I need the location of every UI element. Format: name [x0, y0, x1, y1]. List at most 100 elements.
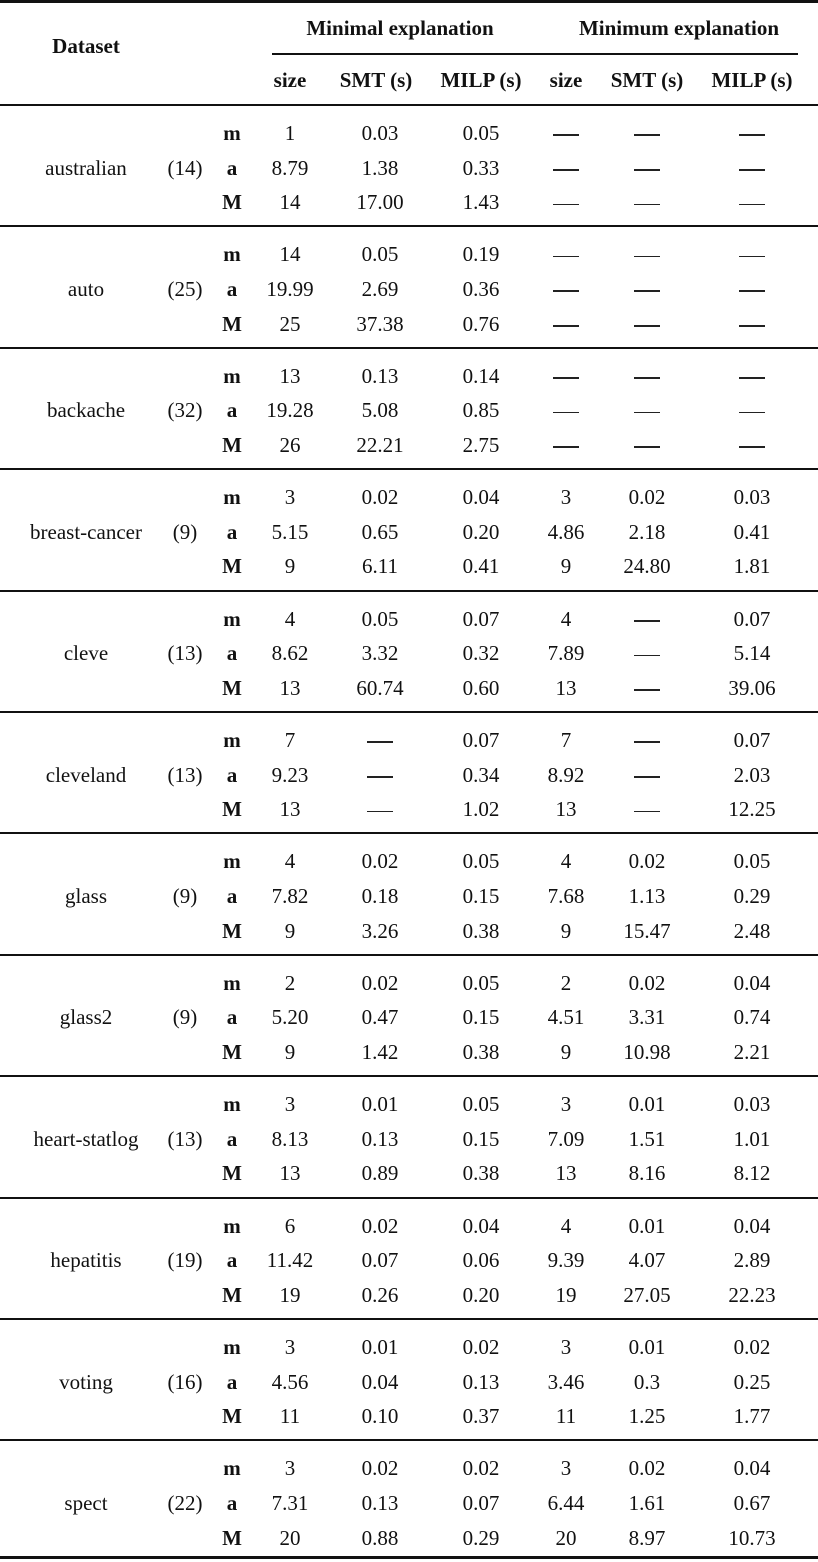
missing-value-dash: [634, 607, 660, 631]
stat-label: M: [222, 554, 242, 579]
stat-label: m: [223, 1092, 241, 1117]
missing-value-dash: [634, 641, 660, 665]
group-separator: [0, 953, 818, 956]
table-cell: 2.18: [628, 519, 666, 544]
table-cell: 37.38: [356, 311, 404, 336]
dataset-name: voting: [59, 1369, 113, 1394]
group-separator: [0, 1318, 818, 1320]
table-cell: 7: [284, 728, 296, 752]
header-cmidrule: [272, 53, 798, 55]
table-cell: 9: [560, 1039, 572, 1064]
table-cell: 9: [560, 918, 572, 943]
table-cell: 0.14: [462, 363, 500, 388]
header-size-minimum: size: [549, 68, 583, 92]
dash-mark: [739, 411, 765, 414]
stat-label: m: [223, 728, 241, 752]
feature-count: (13): [167, 1126, 203, 1151]
table-cell: 0.04: [361, 1369, 399, 1394]
table-cell: 8.16: [628, 1161, 666, 1186]
table-cell: 0.38: [462, 1161, 500, 1186]
table-cell: 2.89: [733, 1248, 771, 1273]
table-cell: 0.02: [361, 1456, 399, 1481]
table-cell: 0.20: [462, 1282, 500, 1307]
group-separator: [0, 1075, 818, 1078]
stat-label: m: [223, 970, 241, 995]
table-cell: 0.34: [462, 762, 500, 787]
table-cell: 0.05: [462, 121, 500, 145]
table-cell: 0.41: [733, 519, 771, 544]
group-separator: [0, 468, 818, 471]
stat-label: m: [223, 1456, 241, 1481]
dataset-group: auto (25) m 14 0.05 0.19 a 19.99 2.69 0.36 M 25 37.3…: [0, 227, 818, 348]
dash-mark: [634, 134, 660, 136]
stat-label: m: [223, 606, 241, 631]
missing-value-dash: [553, 312, 579, 336]
missing-value-dash: [739, 398, 765, 422]
table-cell: 0.02: [361, 1213, 399, 1238]
table-cell: 0.67: [733, 1490, 771, 1515]
table-cell: 20: [279, 1525, 301, 1550]
missing-value-dash: [553, 121, 579, 145]
table-cell: 2.21: [733, 1039, 771, 1064]
stat-label: a: [226, 762, 238, 787]
table-cell: 4: [284, 606, 296, 631]
table-cell: 3: [560, 485, 572, 510]
table-cell: 0.06: [462, 1248, 500, 1273]
table-cell: 0.02: [462, 1335, 500, 1359]
dataset-group: breast-cancer (9) m 3 0.02 0.04 3 0.02 0.03 a 5.15…: [0, 470, 818, 591]
stat-label: a: [226, 519, 238, 544]
dash-mark: [739, 377, 765, 379]
table-cell: 0.07: [361, 1248, 399, 1273]
table-cell: 0.04: [733, 1213, 771, 1238]
missing-value-dash: [553, 277, 579, 301]
table-cell: 0.13: [361, 1126, 399, 1151]
table-cell: 0.65: [361, 519, 399, 544]
table-cell: 10.73: [728, 1525, 776, 1550]
table-cell: 4.86: [547, 519, 585, 544]
table-cell: 26: [279, 432, 301, 457]
group-separator: [0, 225, 818, 228]
missing-value-dash: [367, 728, 393, 752]
table-cell: 0.76: [462, 311, 500, 336]
dash-mark: [739, 169, 765, 171]
dataset-name: glass: [65, 883, 107, 908]
header-dataset: Dataset: [52, 34, 120, 58]
table-cell: 0.07: [462, 1490, 500, 1515]
dataset-group: backache (32) m 13 0.13 0.14 a 19.28 5.08 0.85 M 26…: [0, 349, 818, 470]
table-cell: 3: [560, 1335, 572, 1359]
table-cell: 0.02: [361, 849, 399, 874]
table-cell: 19.28: [266, 398, 314, 423]
table-cell: 3.46: [547, 1369, 585, 1394]
stat-label: M: [222, 432, 242, 457]
table-cell: 4.07: [628, 1248, 666, 1273]
table-cell: 1.51: [628, 1126, 666, 1151]
table-cell: 0.01: [628, 1335, 666, 1359]
feature-count: (19): [167, 1248, 203, 1273]
table-cell: 0.05: [462, 970, 500, 995]
table-cell: 0.29: [462, 1525, 500, 1550]
table-cell: 0.02: [628, 970, 666, 995]
dash-mark: [634, 325, 660, 327]
header-smt-minimal: SMT (s): [339, 68, 413, 92]
missing-value-dash: [553, 433, 579, 457]
table-cell: 8.92: [547, 762, 585, 787]
table-cell: 8.12: [733, 1161, 771, 1186]
missing-value-dash: [739, 277, 765, 301]
table-cell: 0.04: [462, 1213, 500, 1238]
table-cell: 1.77: [733, 1404, 771, 1429]
stat-label: m: [223, 242, 241, 267]
stat-label: M: [222, 311, 242, 336]
dataset-name: breast-cancer: [30, 519, 142, 544]
table-cell: 0.26: [361, 1282, 399, 1307]
table-cell: 9: [560, 554, 572, 579]
stat-label: m: [223, 121, 241, 145]
bottom-rule: [0, 1556, 818, 1559]
dash-mark: [634, 411, 660, 414]
table-cell: 0.38: [462, 918, 500, 943]
table-cell: 8.13: [271, 1126, 309, 1151]
dash-mark: [634, 741, 660, 743]
missing-value-dash: [553, 156, 579, 180]
stat-label: m: [223, 363, 241, 388]
table-cell: 3: [284, 1092, 296, 1117]
dash-mark: [367, 776, 393, 778]
